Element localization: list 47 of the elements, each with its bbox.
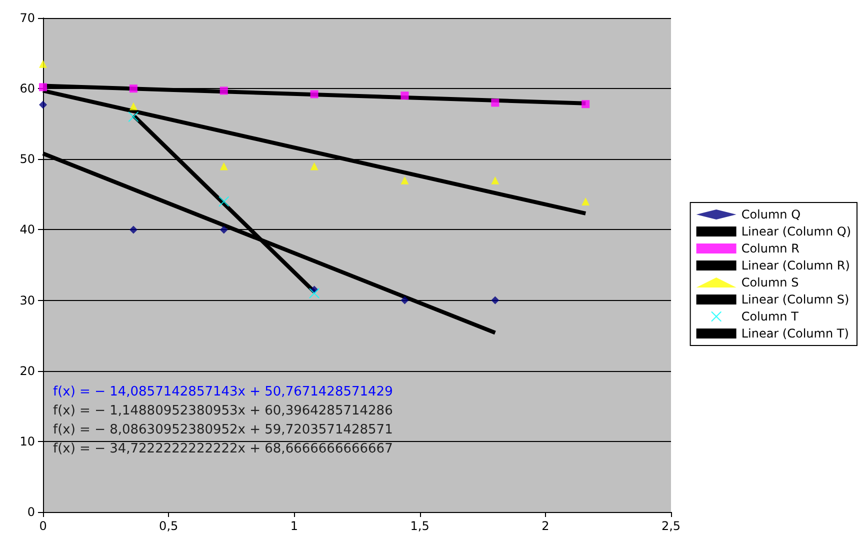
y-tick-label: 30	[20, 293, 35, 308]
annotation: f(x) = − 34,7222222222222x + 68,6666666666667	[53, 442, 393, 456]
annotation: f(x) = − 1,14880952380953x + 60,3964285714286	[53, 404, 393, 418]
point	[128, 112, 138, 122]
x-tick-label: 1	[290, 519, 298, 533]
x-tick-label: 0,5	[159, 519, 178, 533]
point	[129, 84, 138, 93]
legend-label: Column Q	[741, 208, 801, 222]
point	[310, 90, 318, 98]
legend-label: Linear (Column R)	[741, 258, 850, 272]
point	[129, 226, 138, 234]
legend-label: Linear (Column Q)	[741, 224, 851, 238]
point	[400, 92, 409, 100]
point	[582, 197, 590, 206]
point	[582, 100, 590, 108]
point	[491, 98, 500, 107]
point	[220, 86, 228, 95]
y-tick-label: 40	[20, 222, 35, 237]
point	[310, 162, 318, 170]
y-tick-label: 70	[20, 11, 35, 25]
legend-label: Column S	[741, 276, 799, 290]
point	[491, 296, 500, 304]
legend-label: Linear (Column T)	[741, 326, 849, 340]
y-tick-label: 50	[20, 152, 35, 166]
point	[400, 176, 409, 184]
x-tick-label: 2	[542, 519, 550, 533]
point	[218, 196, 229, 206]
y-tick-label: 0	[27, 505, 35, 519]
point	[39, 60, 47, 68]
point	[220, 226, 228, 234]
annotation: f(x) = − 14,0857142857143x + 50,7671428571429	[53, 384, 393, 400]
point	[220, 162, 228, 170]
point	[309, 288, 320, 298]
x-tick-label: 0	[39, 519, 47, 533]
y-tick-label: 20	[20, 364, 35, 378]
legend-label: Column T	[741, 310, 800, 324]
legend-label: Linear (Column S)	[741, 292, 850, 306]
annotation: f(x) = − 8,08630952380952x + 59,7203571428571	[53, 422, 393, 438]
point	[400, 296, 409, 304]
x-tick-label: 1,5	[410, 519, 430, 533]
point	[491, 176, 500, 184]
point	[39, 100, 47, 109]
y-tick-label: 10	[20, 434, 35, 448]
point	[129, 102, 138, 110]
x-tick-label: 2,5	[661, 519, 681, 533]
y-tick-label: 60	[20, 82, 35, 96]
legend-label: Column R	[741, 242, 800, 256]
